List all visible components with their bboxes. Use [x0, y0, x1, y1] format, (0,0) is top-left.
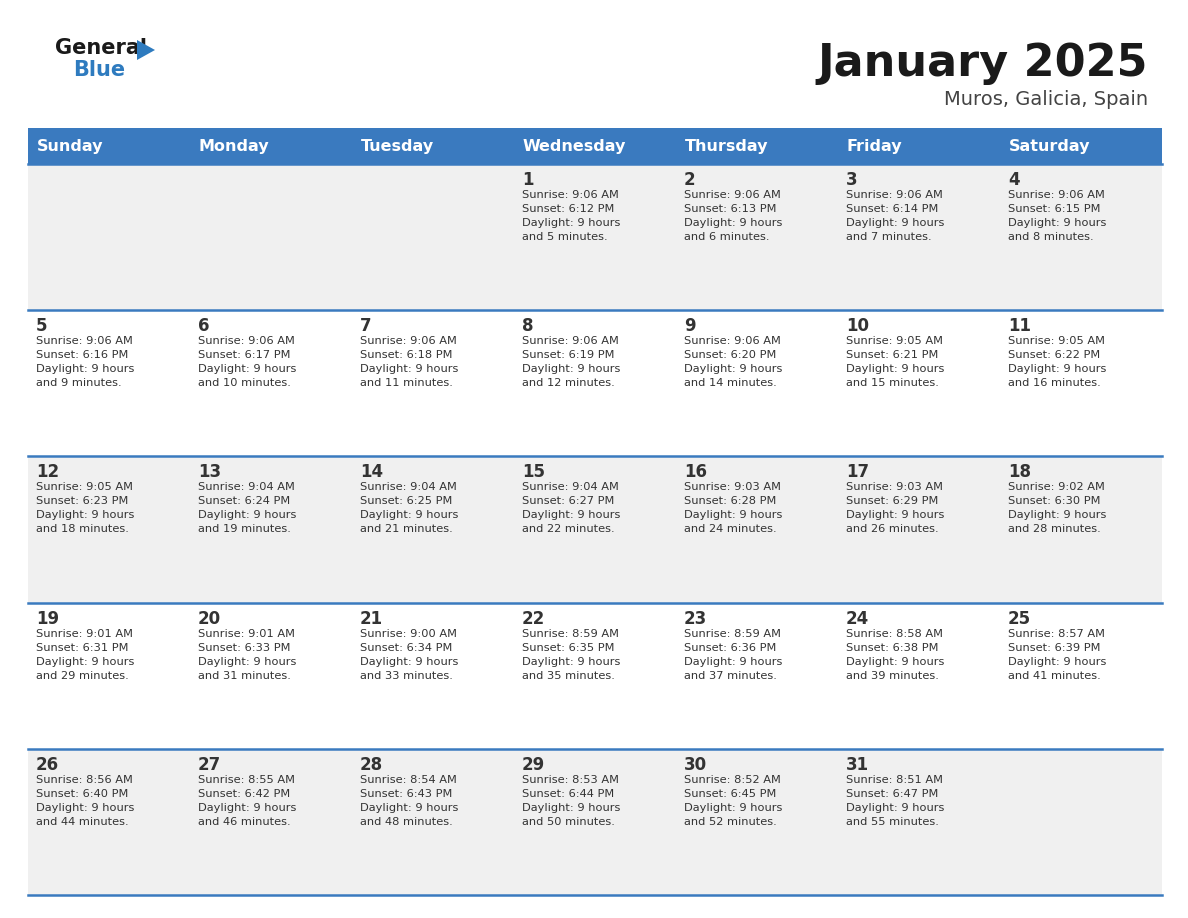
Bar — [29, 602, 1162, 749]
Text: Monday: Monday — [200, 139, 270, 153]
Text: 22: 22 — [522, 610, 545, 628]
Text: 1: 1 — [522, 171, 533, 189]
Text: Sunrise: 9:06 AM
Sunset: 6:18 PM
Daylight: 9 hours
and 11 minutes.: Sunrise: 9:06 AM Sunset: 6:18 PM Dayligh… — [360, 336, 459, 388]
Text: 3: 3 — [846, 171, 858, 189]
Text: 11: 11 — [1007, 318, 1031, 335]
Text: 4: 4 — [1007, 171, 1019, 189]
Text: Sunrise: 9:06 AM
Sunset: 6:14 PM
Daylight: 9 hours
and 7 minutes.: Sunrise: 9:06 AM Sunset: 6:14 PM Dayligh… — [846, 190, 944, 242]
Text: Sunrise: 9:03 AM
Sunset: 6:29 PM
Daylight: 9 hours
and 26 minutes.: Sunrise: 9:03 AM Sunset: 6:29 PM Dayligh… — [846, 482, 944, 534]
Text: 9: 9 — [684, 318, 696, 335]
Text: 31: 31 — [846, 756, 870, 774]
Text: Sunrise: 9:06 AM
Sunset: 6:17 PM
Daylight: 9 hours
and 10 minutes.: Sunrise: 9:06 AM Sunset: 6:17 PM Dayligh… — [198, 336, 296, 388]
Text: 8: 8 — [522, 318, 533, 335]
Text: Sunrise: 9:01 AM
Sunset: 6:33 PM
Daylight: 9 hours
and 31 minutes.: Sunrise: 9:01 AM Sunset: 6:33 PM Dayligh… — [198, 629, 296, 680]
Text: Sunrise: 9:05 AM
Sunset: 6:22 PM
Daylight: 9 hours
and 16 minutes.: Sunrise: 9:05 AM Sunset: 6:22 PM Dayligh… — [1007, 336, 1106, 388]
Text: Saturday: Saturday — [1009, 139, 1091, 153]
Text: General: General — [55, 38, 147, 58]
Text: Sunrise: 9:03 AM
Sunset: 6:28 PM
Daylight: 9 hours
and 24 minutes.: Sunrise: 9:03 AM Sunset: 6:28 PM Dayligh… — [684, 482, 783, 534]
Text: 27: 27 — [198, 756, 221, 774]
Text: 6: 6 — [198, 318, 209, 335]
Text: 21: 21 — [360, 610, 383, 628]
Text: 25: 25 — [1007, 610, 1031, 628]
Text: Sunrise: 8:58 AM
Sunset: 6:38 PM
Daylight: 9 hours
and 39 minutes.: Sunrise: 8:58 AM Sunset: 6:38 PM Dayligh… — [846, 629, 944, 680]
Text: Sunrise: 9:06 AM
Sunset: 6:19 PM
Daylight: 9 hours
and 12 minutes.: Sunrise: 9:06 AM Sunset: 6:19 PM Dayligh… — [522, 336, 620, 388]
Text: Sunrise: 8:56 AM
Sunset: 6:40 PM
Daylight: 9 hours
and 44 minutes.: Sunrise: 8:56 AM Sunset: 6:40 PM Dayligh… — [36, 775, 134, 827]
Bar — [29, 749, 1162, 895]
Text: Sunrise: 9:05 AM
Sunset: 6:21 PM
Daylight: 9 hours
and 15 minutes.: Sunrise: 9:05 AM Sunset: 6:21 PM Dayligh… — [846, 336, 944, 388]
Text: Sunrise: 8:59 AM
Sunset: 6:35 PM
Daylight: 9 hours
and 35 minutes.: Sunrise: 8:59 AM Sunset: 6:35 PM Dayligh… — [522, 629, 620, 680]
Text: 17: 17 — [846, 464, 870, 481]
Text: Sunrise: 9:04 AM
Sunset: 6:25 PM
Daylight: 9 hours
and 21 minutes.: Sunrise: 9:04 AM Sunset: 6:25 PM Dayligh… — [360, 482, 459, 534]
Text: Sunrise: 8:57 AM
Sunset: 6:39 PM
Daylight: 9 hours
and 41 minutes.: Sunrise: 8:57 AM Sunset: 6:39 PM Dayligh… — [1007, 629, 1106, 680]
Text: 2: 2 — [684, 171, 696, 189]
Text: Wednesday: Wednesday — [523, 139, 626, 153]
Text: Sunrise: 9:06 AM
Sunset: 6:12 PM
Daylight: 9 hours
and 5 minutes.: Sunrise: 9:06 AM Sunset: 6:12 PM Dayligh… — [522, 190, 620, 242]
Text: Muros, Galicia, Spain: Muros, Galicia, Spain — [944, 90, 1148, 109]
Text: 30: 30 — [684, 756, 707, 774]
Text: 26: 26 — [36, 756, 59, 774]
Text: Sunrise: 9:05 AM
Sunset: 6:23 PM
Daylight: 9 hours
and 18 minutes.: Sunrise: 9:05 AM Sunset: 6:23 PM Dayligh… — [36, 482, 134, 534]
Text: 19: 19 — [36, 610, 59, 628]
Text: Sunrise: 9:06 AM
Sunset: 6:13 PM
Daylight: 9 hours
and 6 minutes.: Sunrise: 9:06 AM Sunset: 6:13 PM Dayligh… — [684, 190, 783, 242]
Text: 29: 29 — [522, 756, 545, 774]
Text: 20: 20 — [198, 610, 221, 628]
Text: 14: 14 — [360, 464, 383, 481]
Text: Sunrise: 9:04 AM
Sunset: 6:27 PM
Daylight: 9 hours
and 22 minutes.: Sunrise: 9:04 AM Sunset: 6:27 PM Dayligh… — [522, 482, 620, 534]
Text: 12: 12 — [36, 464, 59, 481]
Bar — [29, 456, 1162, 602]
Text: 24: 24 — [846, 610, 870, 628]
Text: Sunrise: 8:55 AM
Sunset: 6:42 PM
Daylight: 9 hours
and 46 minutes.: Sunrise: 8:55 AM Sunset: 6:42 PM Dayligh… — [198, 775, 296, 827]
Polygon shape — [137, 40, 154, 60]
Text: Sunrise: 8:59 AM
Sunset: 6:36 PM
Daylight: 9 hours
and 37 minutes.: Sunrise: 8:59 AM Sunset: 6:36 PM Dayligh… — [684, 629, 783, 680]
Text: 23: 23 — [684, 610, 707, 628]
Text: 5: 5 — [36, 318, 48, 335]
Text: Sunrise: 8:52 AM
Sunset: 6:45 PM
Daylight: 9 hours
and 52 minutes.: Sunrise: 8:52 AM Sunset: 6:45 PM Dayligh… — [684, 775, 783, 827]
Bar — [29, 128, 1162, 164]
Text: Tuesday: Tuesday — [361, 139, 434, 153]
Text: 16: 16 — [684, 464, 707, 481]
Bar — [29, 164, 1162, 310]
Text: Sunday: Sunday — [37, 139, 103, 153]
Text: January 2025: January 2025 — [817, 42, 1148, 85]
Text: 28: 28 — [360, 756, 383, 774]
Text: 15: 15 — [522, 464, 545, 481]
Text: Friday: Friday — [847, 139, 903, 153]
Text: Sunrise: 9:06 AM
Sunset: 6:20 PM
Daylight: 9 hours
and 14 minutes.: Sunrise: 9:06 AM Sunset: 6:20 PM Dayligh… — [684, 336, 783, 388]
Text: Sunrise: 8:53 AM
Sunset: 6:44 PM
Daylight: 9 hours
and 50 minutes.: Sunrise: 8:53 AM Sunset: 6:44 PM Dayligh… — [522, 775, 620, 827]
Text: 13: 13 — [198, 464, 221, 481]
Text: Sunrise: 8:51 AM
Sunset: 6:47 PM
Daylight: 9 hours
and 55 minutes.: Sunrise: 8:51 AM Sunset: 6:47 PM Dayligh… — [846, 775, 944, 827]
Text: Sunrise: 9:06 AM
Sunset: 6:16 PM
Daylight: 9 hours
and 9 minutes.: Sunrise: 9:06 AM Sunset: 6:16 PM Dayligh… — [36, 336, 134, 388]
Text: Sunrise: 9:02 AM
Sunset: 6:30 PM
Daylight: 9 hours
and 28 minutes.: Sunrise: 9:02 AM Sunset: 6:30 PM Dayligh… — [1007, 482, 1106, 534]
Text: 10: 10 — [846, 318, 868, 335]
Text: 18: 18 — [1007, 464, 1031, 481]
Text: Sunrise: 9:06 AM
Sunset: 6:15 PM
Daylight: 9 hours
and 8 minutes.: Sunrise: 9:06 AM Sunset: 6:15 PM Dayligh… — [1007, 190, 1106, 242]
Text: Sunrise: 8:54 AM
Sunset: 6:43 PM
Daylight: 9 hours
and 48 minutes.: Sunrise: 8:54 AM Sunset: 6:43 PM Dayligh… — [360, 775, 459, 827]
Text: Blue: Blue — [72, 60, 125, 80]
Text: Sunrise: 9:00 AM
Sunset: 6:34 PM
Daylight: 9 hours
and 33 minutes.: Sunrise: 9:00 AM Sunset: 6:34 PM Dayligh… — [360, 629, 459, 680]
Text: 7: 7 — [360, 318, 372, 335]
Text: Sunrise: 9:01 AM
Sunset: 6:31 PM
Daylight: 9 hours
and 29 minutes.: Sunrise: 9:01 AM Sunset: 6:31 PM Dayligh… — [36, 629, 134, 680]
Text: Sunrise: 9:04 AM
Sunset: 6:24 PM
Daylight: 9 hours
and 19 minutes.: Sunrise: 9:04 AM Sunset: 6:24 PM Dayligh… — [198, 482, 296, 534]
Text: Thursday: Thursday — [685, 139, 769, 153]
Bar — [29, 310, 1162, 456]
